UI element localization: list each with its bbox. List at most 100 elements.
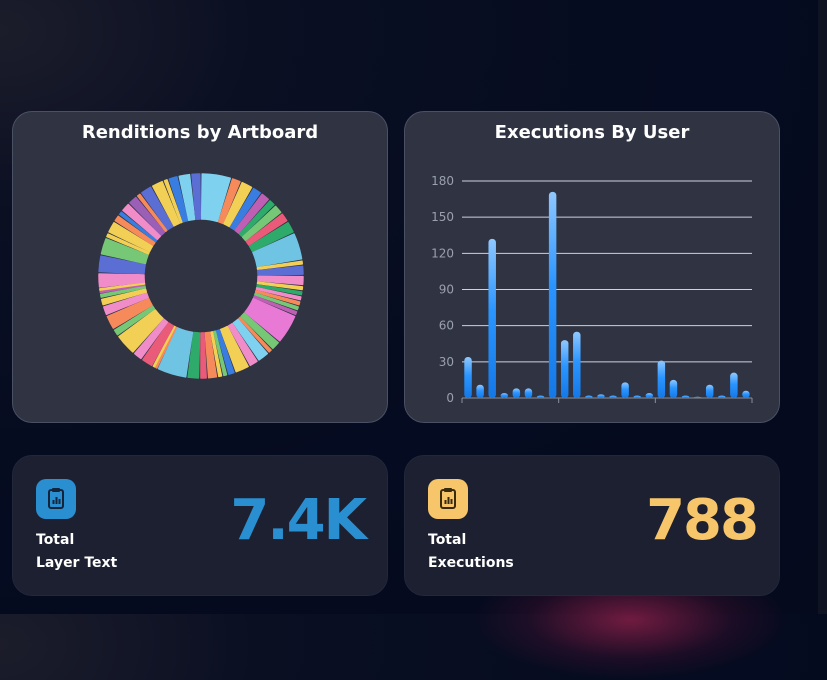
- bar[interactable]: [464, 357, 472, 398]
- donut-slice[interactable]: [141, 186, 174, 231]
- bar[interactable]: [560, 340, 569, 398]
- donut-slice[interactable]: [232, 318, 269, 361]
- renditions-chart-card: Renditions by Artboard: [12, 111, 388, 423]
- bar[interactable]: [705, 384, 714, 398]
- donut-slice[interactable]: [240, 312, 279, 350]
- stat-label-line1: Total: [428, 532, 467, 548]
- donut-slice[interactable]: [136, 193, 168, 233]
- bar[interactable]: [645, 393, 654, 398]
- donut-slice[interactable]: [200, 173, 231, 223]
- bar[interactable]: [633, 395, 641, 398]
- donut-slice[interactable]: [129, 196, 166, 236]
- donut-slice[interactable]: [256, 284, 303, 296]
- stat-label-line1: Total: [36, 532, 75, 548]
- donut-slice[interactable]: [253, 295, 298, 316]
- bar[interactable]: [548, 191, 557, 398]
- donut-slice[interactable]: [241, 205, 282, 242]
- bar[interactable]: [742, 390, 750, 398]
- donut-slice[interactable]: [255, 287, 302, 301]
- bar[interactable]: [597, 394, 605, 398]
- bar[interactable]: [512, 388, 521, 398]
- donut-slice[interactable]: [200, 332, 207, 379]
- donut-slice[interactable]: [157, 327, 194, 378]
- stat-label-line2: Layer Text: [36, 555, 118, 571]
- donut-slice[interactable]: [100, 238, 149, 265]
- donut-slice[interactable]: [113, 305, 156, 336]
- bar[interactable]: [718, 395, 726, 398]
- bar[interactable]: [488, 238, 496, 398]
- donut-slice[interactable]: [229, 187, 261, 231]
- bar[interactable]: [573, 331, 581, 398]
- donut-slice[interactable]: [168, 176, 189, 223]
- donut-slice[interactable]: [219, 325, 249, 373]
- donut-slice[interactable]: [245, 213, 288, 246]
- donut-slice[interactable]: [227, 322, 258, 367]
- donut-slice[interactable]: [122, 203, 162, 241]
- layer-text-stat-value: 7.4K: [230, 488, 367, 553]
- executions-stat-card: Total Executions 788: [404, 455, 780, 596]
- donut-slice[interactable]: [99, 285, 146, 298]
- bar[interactable]: [621, 382, 629, 398]
- y-tick-label: 60: [439, 319, 454, 333]
- donut-slice[interactable]: [256, 265, 304, 276]
- scrollbar[interactable]: [818, 0, 827, 614]
- donut-slice[interactable]: [99, 282, 146, 291]
- donut-slice[interactable]: [252, 233, 303, 268]
- bar[interactable]: [693, 396, 702, 398]
- donut-slice[interactable]: [204, 331, 218, 379]
- donut-slice[interactable]: [163, 179, 183, 224]
- donut-slice[interactable]: [114, 215, 156, 246]
- donut-slice[interactable]: [238, 200, 275, 237]
- donut-slice[interactable]: [238, 316, 272, 353]
- donut-slice[interactable]: [98, 273, 146, 288]
- layer-text-stat-label: Total Layer Text: [36, 529, 117, 575]
- donut-slice[interactable]: [108, 221, 154, 253]
- donut-slice[interactable]: [101, 288, 148, 306]
- donut-slice[interactable]: [256, 260, 304, 270]
- bar[interactable]: [609, 395, 617, 398]
- stat-label-line2: Executions: [428, 555, 514, 571]
- donut-slice[interactable]: [244, 297, 296, 342]
- bar[interactable]: [657, 360, 666, 398]
- bar[interactable]: [500, 393, 509, 398]
- donut-slice[interactable]: [178, 173, 196, 222]
- bar[interactable]: [681, 395, 690, 398]
- donut-slice[interactable]: [254, 289, 301, 306]
- bar[interactable]: [476, 384, 484, 398]
- renditions-chart-title: Renditions by Artboard: [81, 122, 319, 143]
- y-tick-label: 0: [446, 391, 454, 405]
- donut-slice[interactable]: [215, 329, 235, 375]
- donut-slice[interactable]: [119, 211, 158, 243]
- donut-slice[interactable]: [103, 292, 149, 316]
- donut-slice[interactable]: [152, 325, 176, 368]
- donut-slice[interactable]: [106, 233, 150, 255]
- donut-slice[interactable]: [257, 275, 304, 286]
- donut-slice[interactable]: [210, 331, 223, 378]
- donut-slice[interactable]: [213, 330, 228, 377]
- donut-slice[interactable]: [106, 297, 153, 329]
- bar[interactable]: [730, 372, 738, 398]
- bar[interactable]: [669, 379, 678, 398]
- donut-slice[interactable]: [133, 318, 169, 360]
- bar[interactable]: [524, 388, 533, 398]
- donut-slice[interactable]: [223, 181, 253, 228]
- bar[interactable]: [585, 395, 593, 398]
- donut-slice[interactable]: [187, 331, 201, 379]
- donut-slice[interactable]: [152, 180, 181, 227]
- bar[interactable]: [536, 395, 545, 398]
- clipboard-chart-icon: [36, 479, 76, 519]
- donut-slice[interactable]: [256, 281, 304, 291]
- donut-slice[interactable]: [234, 193, 269, 234]
- donut-slice[interactable]: [254, 292, 299, 311]
- y-tick-label: 150: [431, 210, 454, 224]
- donut-slice[interactable]: [248, 221, 294, 253]
- donut-slice[interactable]: [118, 309, 164, 353]
- donut-slice[interactable]: [98, 255, 146, 275]
- y-tick-label: 180: [431, 174, 454, 188]
- donut-slice[interactable]: [191, 173, 202, 220]
- donut-slice[interactable]: [142, 322, 175, 367]
- clipboard-chart-icon: [428, 479, 468, 519]
- executions-stat-value: 788: [646, 488, 759, 553]
- donut-slice[interactable]: [217, 178, 241, 225]
- y-tick-label: 90: [439, 283, 454, 297]
